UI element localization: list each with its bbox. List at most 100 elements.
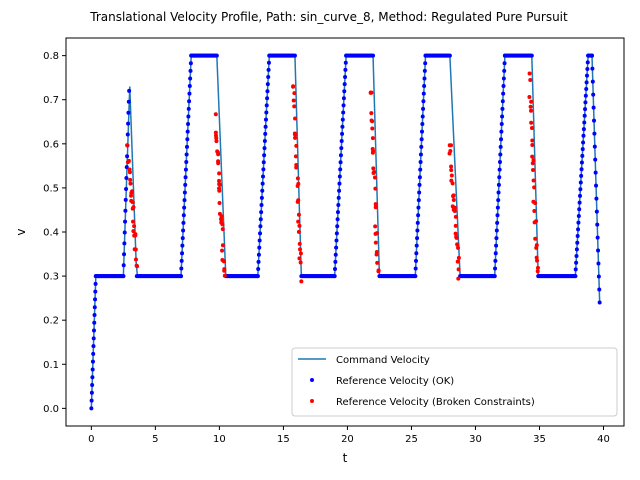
ok-point-640 xyxy=(529,53,534,58)
ok-point-375 xyxy=(340,117,345,122)
broken-point-116 xyxy=(449,143,453,148)
ok-point-242 xyxy=(256,266,261,271)
ok-point-600 xyxy=(501,91,506,96)
ok-point-154 xyxy=(187,99,192,104)
ok-point-477 xyxy=(416,205,421,210)
ok-point-490 xyxy=(421,106,426,111)
ok-point-741 xyxy=(594,183,599,188)
ok-point-694 xyxy=(574,254,579,259)
ok-point-262 xyxy=(263,124,268,129)
ok-point-737 xyxy=(592,131,597,136)
ok-point-746 xyxy=(596,248,601,253)
broken-point-50 xyxy=(220,243,225,248)
broken-point-154 xyxy=(531,158,536,163)
ok-point-707 xyxy=(579,167,584,172)
ok-point-6 xyxy=(90,359,95,364)
ok-point-476 xyxy=(416,213,421,218)
ok-point-143 xyxy=(183,182,188,187)
ok-point-377 xyxy=(341,103,346,108)
ok-point-604 xyxy=(502,61,507,66)
broken-point-82 xyxy=(297,256,302,261)
ok-point-62 xyxy=(122,230,127,235)
ok-point-733 xyxy=(590,79,595,84)
broken-point-81 xyxy=(298,247,302,252)
ok-point-588 xyxy=(496,182,501,187)
broken-point-8 xyxy=(129,193,134,198)
x-axis: 0 5 10 15 20 25 30 35 40 xyxy=(88,426,610,445)
ok-point-696 xyxy=(575,240,580,245)
ok-point-141 xyxy=(182,198,187,203)
ok-point-245 xyxy=(257,245,262,250)
ok-point-587 xyxy=(496,190,501,195)
ok-point-369 xyxy=(338,160,343,165)
ok-point-74 xyxy=(126,99,131,104)
ok-point-138 xyxy=(181,220,186,225)
ok-point-260 xyxy=(262,138,267,143)
series-reference-ok xyxy=(89,53,602,411)
ok-point-257 xyxy=(261,160,266,165)
broken-point-96 xyxy=(370,150,375,155)
ok-point-370 xyxy=(338,153,343,158)
ok-point-249 xyxy=(258,217,263,222)
broken-point-76 xyxy=(296,212,301,217)
ok-point-252 xyxy=(259,195,264,200)
ok-point-368 xyxy=(338,167,343,172)
x-tick-label-8: 40 xyxy=(597,434,610,445)
broken-point-121 xyxy=(449,173,454,178)
broken-point-143 xyxy=(528,77,533,82)
ok-point-583 xyxy=(495,220,500,225)
broken-point-159 xyxy=(532,209,537,214)
broken-point-48 xyxy=(220,222,225,227)
broken-point-54 xyxy=(222,259,227,264)
ok-point-489 xyxy=(420,114,425,119)
ok-point-13 xyxy=(92,305,97,310)
ok-point-745 xyxy=(595,235,600,240)
ok-point-16 xyxy=(93,281,98,286)
ok-point-597 xyxy=(500,114,505,119)
broken-point-165 xyxy=(534,243,539,248)
ok-point-250 xyxy=(259,210,264,215)
ok-point-709 xyxy=(580,153,585,158)
ok-point-255 xyxy=(261,174,266,179)
broken-point-26 xyxy=(213,112,218,117)
ok-point-258 xyxy=(262,153,267,158)
ok-point-365 xyxy=(337,188,342,193)
ok-point-11 xyxy=(92,320,97,325)
x-tick-label-1: 5 xyxy=(152,434,158,445)
ok-point-704 xyxy=(578,187,583,192)
ok-point-740 xyxy=(593,170,598,175)
ok-point-142 xyxy=(182,190,187,195)
broken-point-23 xyxy=(133,257,138,262)
ok-point-137 xyxy=(181,228,186,233)
ok-point-268 xyxy=(265,82,270,87)
ok-point-708 xyxy=(579,160,584,165)
ok-point-495 xyxy=(422,68,427,73)
broken-point-37 xyxy=(217,178,222,183)
ok-point-720 xyxy=(584,80,589,85)
x-tick-label-2: 10 xyxy=(213,434,226,445)
broken-point-30 xyxy=(214,139,219,144)
ok-point-363 xyxy=(336,202,341,207)
broken-point-141 xyxy=(456,267,461,272)
ok-point-69 xyxy=(125,154,130,159)
ok-point-133 xyxy=(179,258,184,263)
y-tick-label-1: 0.1 xyxy=(43,360,59,371)
ok-point-470 xyxy=(414,258,418,263)
broken-point-124 xyxy=(451,194,456,199)
broken-point-5 xyxy=(127,170,132,175)
ok-point-591 xyxy=(497,160,502,165)
ok-point-749 xyxy=(597,287,602,292)
y-tick-label-8: 0.8 xyxy=(43,51,59,62)
broken-point-97 xyxy=(371,166,376,171)
y-tick-label-6: 0.6 xyxy=(43,139,59,150)
broken-point-75 xyxy=(295,199,300,204)
ok-point-475 xyxy=(415,220,420,225)
broken-point-0 xyxy=(125,143,130,148)
ok-point-148 xyxy=(184,144,189,149)
ok-point-159 xyxy=(188,61,193,66)
ok-point-379 xyxy=(342,89,347,94)
ok-point-715 xyxy=(582,113,587,118)
ok-point-361 xyxy=(335,217,340,222)
ok-point-270 xyxy=(266,67,271,72)
x-tick-label-6: 30 xyxy=(469,434,482,445)
